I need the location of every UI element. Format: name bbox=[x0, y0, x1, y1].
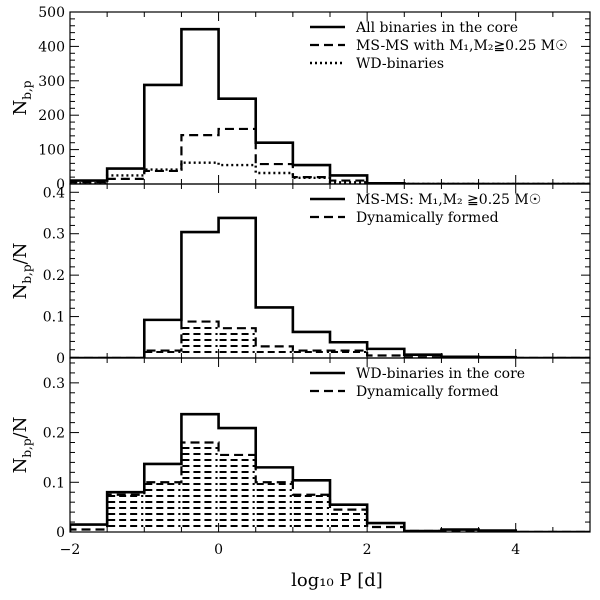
series-dynamically-formed-line bbox=[70, 441, 590, 532]
legend-label: MS-MS with M₁,M₂≧0.25 M☉ bbox=[356, 38, 568, 54]
legend-label: MS-MS: M₁,M₂ ≧0.25 M☉ bbox=[356, 192, 541, 208]
series-ms-ms-m-m-0-25-m-line bbox=[70, 216, 590, 358]
y-tick-label: 0.3 bbox=[43, 376, 65, 392]
y-axis-label: Nb,p bbox=[10, 80, 34, 115]
series-wd-binaries-line bbox=[70, 161, 590, 184]
y-tick-label: 0 bbox=[56, 351, 65, 367]
y-tick-label: 400 bbox=[38, 39, 65, 55]
legend-label: Dynamically formed bbox=[356, 210, 499, 226]
legend-label: WD-binaries bbox=[356, 56, 444, 72]
y-tick-label: 100 bbox=[38, 143, 65, 159]
x-tick-label: 2 bbox=[363, 542, 372, 558]
x-tick-label: 0 bbox=[214, 542, 223, 558]
y-axis-label: Nb,p/N bbox=[10, 243, 34, 300]
legend-label: WD-binaries in the core bbox=[356, 366, 525, 382]
y-tick-label: 0.4 bbox=[43, 185, 65, 201]
panel-2: 0 0.1 0.2 0.3 0.4 Nb,p/N MS-MS: M₁,M₂ ≧0.25 M☉… bbox=[10, 183, 591, 367]
series-ms-ms-with-m-m-0-25-m-line bbox=[70, 127, 590, 184]
y-tick-label: 0 bbox=[56, 177, 65, 193]
series-all-binaries-in-the-core-line bbox=[70, 27, 590, 184]
y-tick-label: 0.1 bbox=[43, 310, 65, 326]
x-tick-label: 4 bbox=[511, 542, 520, 558]
y-tick-label: 300 bbox=[38, 74, 65, 90]
series-wd-binaries-in-the-core-line bbox=[70, 412, 590, 532]
y-tick-label: 0.2 bbox=[43, 268, 65, 284]
x-axis-label: log₁₀ P [d] bbox=[291, 570, 383, 591]
y-tick-label: 0 bbox=[56, 525, 65, 541]
legend-label: Dynamically formed bbox=[356, 384, 499, 400]
legend-label: All binaries in the core bbox=[355, 20, 518, 36]
y-tick-label: 0.1 bbox=[43, 475, 65, 491]
y-tick-label: 0.2 bbox=[43, 426, 65, 442]
y-tick-label: 200 bbox=[38, 108, 65, 124]
x-tick-label: −2 bbox=[60, 542, 81, 558]
y-tick-label: 0.3 bbox=[43, 227, 65, 243]
panel-1: 0 100 200 300 400 500 Nb,p All binaries in the … bbox=[10, 5, 591, 193]
panel-3: −2 0 2 400.10.20.3Nb,p/NWD-binaries in the … bbox=[10, 357, 591, 558]
y-tick-label: 500 bbox=[38, 5, 65, 21]
series-dynamically-formed-line bbox=[70, 320, 590, 358]
y-axis-label: Nb,p/N bbox=[10, 417, 34, 474]
